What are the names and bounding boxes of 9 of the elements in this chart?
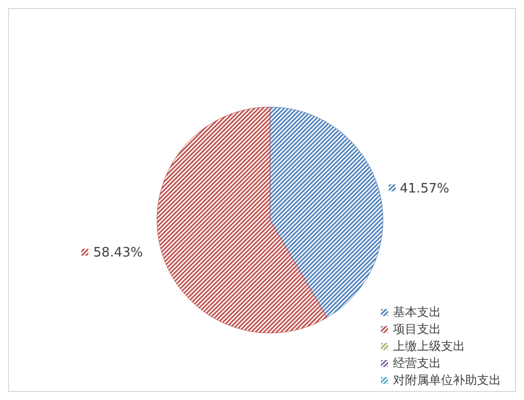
data-label: 58.43% — [93, 246, 143, 261]
legend-label: 项目支出 — [393, 321, 441, 338]
data-label: 41.57% — [400, 181, 450, 196]
pie-slice — [270, 106, 384, 318]
legend-label: 上缴上级支出 — [393, 338, 465, 355]
legend-label: 对附属单位补助支出 — [393, 372, 501, 389]
legend-label: 基本支出 — [393, 304, 441, 321]
pie-slice — [156, 106, 328, 334]
legend-label: 经营支出 — [393, 355, 441, 372]
